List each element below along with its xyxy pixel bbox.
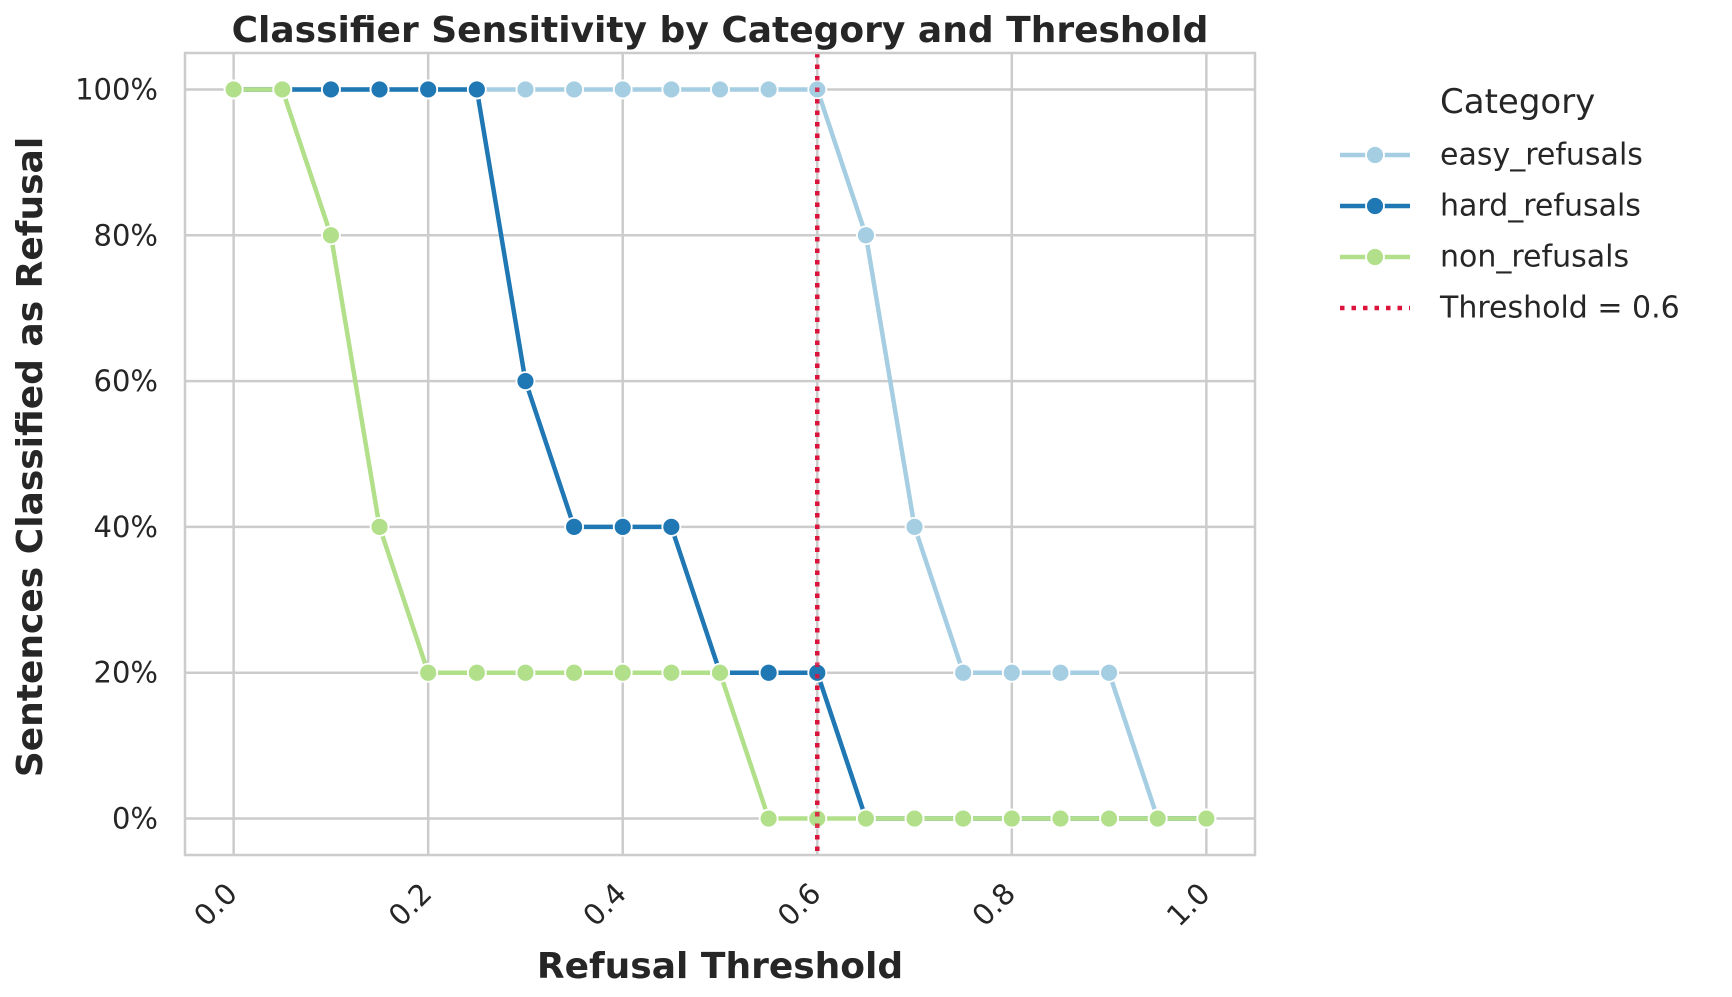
x-tick-labels: 0.0 0.2 0.4 0.6 0.8 1.0 xyxy=(187,876,1216,933)
series-layer xyxy=(233,87,1207,821)
legend-label: non_refusals xyxy=(1440,240,1629,275)
data-point-easy_refusals xyxy=(612,79,633,100)
data-point-hard_refusals xyxy=(466,79,487,100)
data-point-easy_refusals xyxy=(1099,662,1119,683)
data-point-non_refusals xyxy=(466,662,487,683)
x-tick-label: 0.6 xyxy=(771,876,828,933)
data-point-non_refusals xyxy=(1099,808,1119,829)
data-point-non_refusals xyxy=(856,808,876,829)
data-point-non_refusals xyxy=(272,79,293,100)
data-point-easy_refusals xyxy=(856,225,876,246)
data-point-easy_refusals xyxy=(661,79,682,100)
data-point-easy_refusals xyxy=(710,79,730,100)
x-tick-label: 0.0 xyxy=(187,876,244,933)
data-point-non_refusals xyxy=(758,808,779,829)
data-point-non_refusals xyxy=(321,225,341,246)
y-axis-label: Sentences Classified as Refusal xyxy=(10,137,51,777)
data-point-non_refusals xyxy=(223,79,244,100)
y-tick-label: 0% xyxy=(112,802,158,836)
y-tick-label: 20% xyxy=(94,656,158,690)
data-point-hard_refusals xyxy=(612,517,633,537)
data-point-hard_refusals xyxy=(369,79,390,100)
legend-marker-non_refusals xyxy=(1365,247,1385,267)
data-point-hard_refusals xyxy=(758,662,779,683)
grid xyxy=(185,53,1255,855)
data-point-easy_refusals xyxy=(1050,662,1071,683)
data-point-easy_refusals xyxy=(515,79,536,100)
data-point-hard_refusals xyxy=(321,79,341,100)
data-point-non_refusals xyxy=(904,808,925,829)
data-point-easy_refusals xyxy=(904,517,925,537)
data-point-non_refusals xyxy=(661,662,682,683)
y-tick-label: 60% xyxy=(94,364,158,398)
data-point-non_refusals xyxy=(1001,808,1022,829)
data-point-hard_refusals xyxy=(564,517,584,537)
data-point-non_refusals xyxy=(1050,808,1071,829)
data-point-non_refusals xyxy=(1196,808,1217,829)
legend-marker-easy_refusals xyxy=(1365,145,1385,165)
legend-label: easy_refusals xyxy=(1440,138,1643,173)
data-point-easy_refusals xyxy=(758,79,779,100)
data-point-non_refusals xyxy=(369,517,390,537)
data-point-hard_refusals xyxy=(661,517,682,537)
chart-title: Classifier Sensitivity by Category and T… xyxy=(232,10,1209,51)
x-tick-label: 0.4 xyxy=(576,876,633,933)
y-tick-labels: 0% 20% 40% 60% 80% 100% xyxy=(75,72,158,835)
legend-label: Threshold = 0.6 xyxy=(1439,291,1680,326)
legend-title: Category xyxy=(1440,82,1595,122)
data-point-non_refusals xyxy=(564,662,584,683)
series-line-non_refusals xyxy=(233,87,1207,821)
data-point-easy_refusals xyxy=(564,79,584,100)
legend-label: hard_refusals xyxy=(1440,189,1641,224)
data-point-hard_refusals xyxy=(515,371,536,391)
x-tick-label: 0.8 xyxy=(965,876,1022,933)
y-tick-label: 80% xyxy=(94,218,158,252)
data-point-hard_refusals xyxy=(418,79,439,100)
plot-frame xyxy=(183,51,1257,857)
x-tick-label: 0.2 xyxy=(382,876,439,933)
data-point-easy_refusals xyxy=(953,662,974,683)
data-point-easy_refusals xyxy=(1001,662,1022,683)
data-point-non_refusals xyxy=(515,662,536,683)
x-tick-label: 1.0 xyxy=(1160,876,1217,933)
data-point-non_refusals xyxy=(953,808,974,829)
legend: Category easy_refusals hard_refusals non_r… xyxy=(1340,82,1680,326)
data-point-non_refusals xyxy=(1147,808,1168,829)
data-point-non_refusals xyxy=(710,662,730,683)
y-tick-label: 40% xyxy=(94,510,158,544)
series-line-easy_refusals xyxy=(233,87,1207,821)
legend-marker-hard_refusals xyxy=(1365,196,1385,216)
data-point-non_refusals xyxy=(418,662,439,683)
markers-layer xyxy=(223,79,1217,829)
data-point-non_refusals xyxy=(612,662,633,683)
series-line-hard_refusals xyxy=(233,87,1207,821)
x-axis-label: Refusal Threshold xyxy=(537,946,903,987)
y-tick-label: 100% xyxy=(75,72,158,106)
